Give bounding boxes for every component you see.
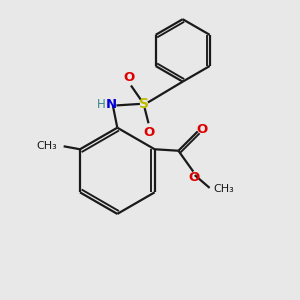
- Text: O: O: [143, 126, 154, 139]
- Text: H: H: [97, 98, 106, 111]
- Text: N: N: [106, 98, 117, 111]
- Text: O: O: [123, 71, 134, 84]
- Text: S: S: [139, 97, 149, 111]
- Text: CH₃: CH₃: [36, 141, 57, 151]
- Text: O: O: [196, 123, 208, 136]
- Text: O: O: [188, 171, 200, 184]
- Text: CH₃: CH₃: [213, 184, 234, 194]
